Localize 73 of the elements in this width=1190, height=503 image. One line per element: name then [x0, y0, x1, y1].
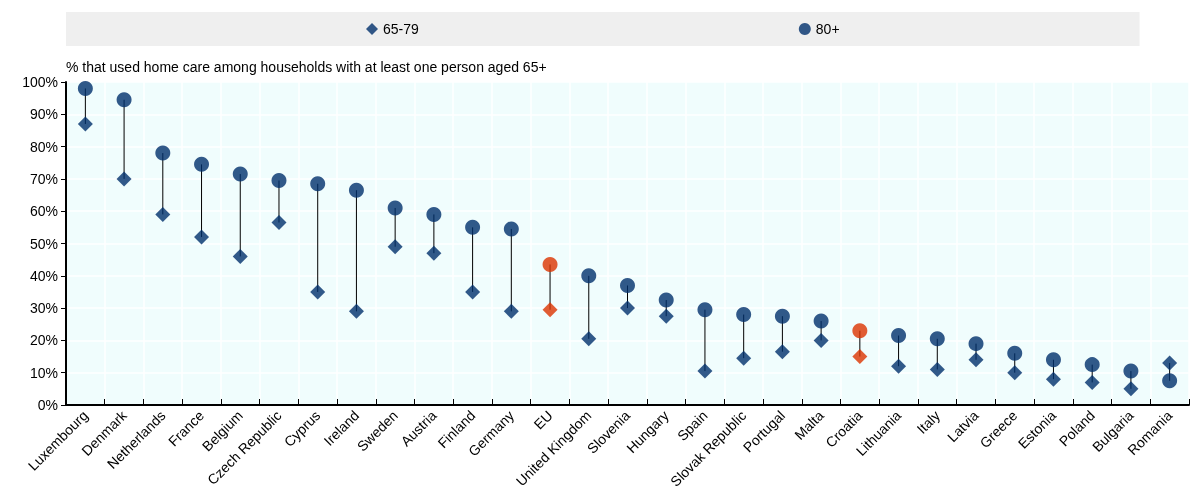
point — [465, 219, 481, 235]
point — [736, 350, 752, 366]
y-tick-label: 90% — [29, 106, 58, 123]
point — [813, 313, 829, 329]
point — [658, 308, 674, 324]
point — [697, 302, 713, 318]
point — [116, 92, 132, 108]
point — [503, 303, 519, 319]
point — [852, 323, 868, 339]
point — [620, 300, 635, 316]
point — [852, 349, 868, 365]
point — [968, 336, 984, 352]
point — [465, 284, 481, 300]
y-tick-label: 40% — [29, 267, 58, 284]
point — [310, 176, 326, 192]
point — [155, 206, 171, 222]
y-tick-label: 80% — [29, 138, 58, 155]
point — [426, 245, 442, 261]
point — [581, 331, 597, 347]
point — [1123, 381, 1139, 397]
point — [1084, 374, 1100, 390]
point — [232, 248, 248, 264]
point — [736, 307, 752, 323]
point — [348, 303, 364, 319]
point — [1007, 345, 1023, 361]
point — [1045, 352, 1061, 368]
point — [658, 292, 674, 308]
point — [929, 361, 945, 377]
y-tick-label: 20% — [29, 332, 58, 349]
point — [620, 277, 635, 293]
point — [503, 221, 519, 237]
point — [813, 332, 829, 348]
point — [1007, 365, 1023, 381]
point — [1162, 373, 1178, 389]
point — [581, 268, 597, 284]
point — [1123, 363, 1139, 379]
y-tick-label: 70% — [29, 170, 58, 187]
point — [1045, 371, 1061, 387]
point — [774, 344, 790, 360]
point — [542, 302, 558, 318]
point — [310, 284, 326, 300]
y-axis-title: % that used home care among households with at least one person aged 65+ — [66, 59, 547, 75]
y-tick-label: 100% — [22, 74, 58, 90]
x-tick-label: Italy — [913, 407, 943, 437]
point — [968, 352, 984, 368]
point — [891, 328, 907, 344]
point — [194, 229, 210, 245]
point — [77, 80, 93, 96]
point — [891, 358, 907, 374]
point — [387, 239, 403, 255]
point — [155, 145, 171, 161]
point — [77, 116, 93, 132]
point — [774, 308, 790, 324]
point — [116, 171, 132, 187]
y-tick-label: 0% — [37, 397, 58, 413]
y-tick-label: 50% — [29, 235, 58, 252]
y-tick-label: 30% — [29, 300, 58, 317]
point — [542, 257, 558, 272]
point — [232, 166, 248, 182]
point — [348, 182, 364, 198]
point — [271, 215, 287, 231]
point — [1162, 355, 1178, 371]
y-tick-label: 10% — [29, 364, 58, 381]
y-tick-label: 60% — [29, 203, 58, 220]
legend-label: 65-79 — [383, 21, 420, 37]
point — [194, 156, 210, 172]
point — [1084, 357, 1100, 373]
point — [271, 173, 287, 189]
point — [697, 363, 713, 379]
legend-label: 80+ — [815, 21, 840, 37]
point — [426, 206, 442, 222]
point — [387, 200, 403, 216]
point — [929, 331, 945, 347]
